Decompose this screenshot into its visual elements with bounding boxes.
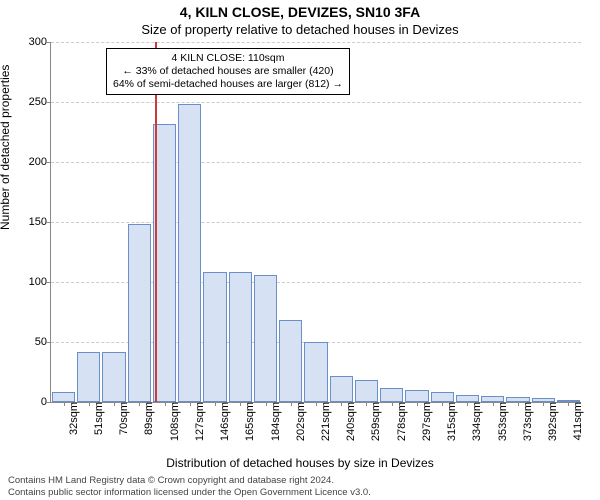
footer-attribution: Contains HM Land Registry data © Crown c… bbox=[8, 475, 371, 498]
histogram-bar bbox=[456, 395, 479, 402]
annotation-line: 64% of semi-detached houses are larger (… bbox=[113, 78, 343, 91]
histogram-bar bbox=[229, 272, 252, 402]
x-tick-label: 184sqm bbox=[270, 402, 280, 441]
histogram-bar bbox=[380, 388, 403, 402]
x-tick-label: 221sqm bbox=[320, 402, 330, 441]
x-tick-label: 89sqm bbox=[143, 402, 153, 435]
x-tick-label: 32sqm bbox=[68, 402, 78, 435]
x-tick-label: 202sqm bbox=[295, 402, 305, 441]
chart-title-sub: Size of property relative to detached ho… bbox=[0, 22, 600, 37]
x-tick-label: 278sqm bbox=[396, 402, 406, 441]
histogram-bar bbox=[279, 320, 302, 402]
y-tick-label: 50 bbox=[17, 336, 47, 348]
annotation-line: ← 33% of detached houses are smaller (42… bbox=[113, 65, 343, 78]
x-tick-label: 240sqm bbox=[345, 402, 355, 441]
plot-area: 05010015020025030032sqm51sqm70sqm89sqm10… bbox=[50, 42, 581, 403]
histogram-bar bbox=[178, 104, 201, 402]
x-tick-label: 70sqm bbox=[118, 402, 128, 435]
y-tick-label: 300 bbox=[17, 36, 47, 48]
footer-line-1: Contains HM Land Registry data © Crown c… bbox=[8, 475, 371, 486]
x-tick-label: 392sqm bbox=[547, 402, 557, 441]
histogram-bar bbox=[203, 272, 226, 402]
y-tick-label: 0 bbox=[17, 396, 47, 408]
y-axis-label: Number of detached properties bbox=[0, 65, 12, 230]
y-tick-label: 100 bbox=[17, 276, 47, 288]
x-tick-label: 51sqm bbox=[93, 402, 103, 435]
histogram-bar bbox=[431, 392, 454, 402]
property-marker-line bbox=[155, 42, 157, 402]
histogram-bar bbox=[304, 342, 327, 402]
x-tick-label: 373sqm bbox=[522, 402, 532, 441]
x-tick-label: 108sqm bbox=[169, 402, 179, 441]
x-tick-label: 146sqm bbox=[219, 402, 229, 441]
x-tick-label: 297sqm bbox=[421, 402, 431, 441]
y-tick-label: 200 bbox=[17, 156, 47, 168]
footer-line-2: Contains public sector information licen… bbox=[8, 487, 371, 498]
annotation-line: 4 KILN CLOSE: 110sqm bbox=[113, 52, 343, 65]
x-tick-label: 165sqm bbox=[244, 402, 254, 441]
x-tick-label: 353sqm bbox=[497, 402, 507, 441]
annotation-box: 4 KILN CLOSE: 110sqm← 33% of detached ho… bbox=[106, 48, 350, 95]
x-tick-label: 411sqm bbox=[572, 402, 582, 440]
chart-title-main: 4, KILN CLOSE, DEVIZES, SN10 3FA bbox=[0, 4, 600, 20]
x-axis-label: Distribution of detached houses by size … bbox=[0, 456, 600, 470]
histogram-chart: 4, KILN CLOSE, DEVIZES, SN10 3FA Size of… bbox=[0, 0, 600, 500]
x-tick-label: 259sqm bbox=[370, 402, 380, 441]
histogram-bar bbox=[254, 275, 277, 402]
histogram-bar bbox=[405, 390, 428, 402]
histogram-bar bbox=[52, 392, 75, 402]
y-tick-label: 250 bbox=[17, 96, 47, 108]
histogram-bar bbox=[330, 376, 353, 402]
y-tick-label: 150 bbox=[17, 216, 47, 228]
x-tick-label: 334sqm bbox=[471, 402, 481, 441]
histogram-bar bbox=[102, 352, 125, 402]
x-tick-label: 315sqm bbox=[446, 402, 456, 441]
histogram-bar bbox=[355, 380, 378, 402]
histogram-bar bbox=[77, 352, 100, 402]
x-tick-label: 127sqm bbox=[194, 402, 204, 441]
histogram-bar bbox=[128, 224, 151, 402]
